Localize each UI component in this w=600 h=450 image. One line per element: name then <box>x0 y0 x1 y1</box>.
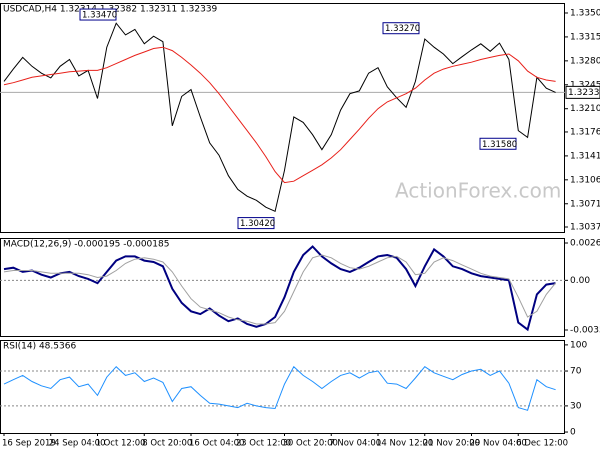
panel-title: RSI(14) 48.5366 <box>3 342 76 352</box>
y-tick-label: 30 <box>570 401 582 411</box>
series-line <box>3 22 556 213</box>
y-tick-label: -0.003526 <box>570 326 600 336</box>
panel-frame <box>0 3 565 233</box>
x-tick-label: 21 Nov 20:00 <box>423 439 480 449</box>
last-price-box <box>565 85 600 99</box>
x-tick-label: 1 Oct 12:00 <box>96 439 146 449</box>
series-line <box>3 365 556 411</box>
annotation-box <box>382 22 420 35</box>
series-line <box>3 254 556 325</box>
x-tick-label: 29 Nov 04:00 <box>470 439 527 449</box>
y-tick-label: 1.33150 <box>570 32 600 42</box>
x-tick-label: 16 Sep 2019 <box>2 439 56 449</box>
y-tick-label: 1.30710 <box>570 199 600 209</box>
y-tick-label: 1.33500 <box>570 8 600 18</box>
x-tick-label: 6 Dec 12:00 <box>516 439 568 449</box>
annotation-label: 1.31580 <box>482 140 517 150</box>
y-tick-label: 0.00 <box>570 276 590 286</box>
y-tick-label: 1.31060 <box>570 175 600 185</box>
y-tick-label: 1.31410 <box>570 151 600 161</box>
last-price-label: 1.32339 <box>568 88 600 98</box>
watermark: ActionForex.com <box>395 179 561 203</box>
x-tick-label: 7 Nov 04:00 <box>329 439 381 449</box>
y-tick-label: 100 <box>570 340 587 350</box>
annotation-box <box>237 217 275 230</box>
y-tick-label: 0.002652 <box>570 238 600 248</box>
x-tick-label: 24 Sep 04:00 <box>49 439 106 449</box>
panel-title: MACD(12,26,9) -0.000195 -0.000185 <box>3 240 169 250</box>
series-line <box>3 245 556 332</box>
annotation-box <box>79 8 117 21</box>
y-tick-label: 1.32800 <box>570 56 600 66</box>
x-tick-label: 14 Nov 12:00 <box>376 439 433 449</box>
y-tick-label: 1.31760 <box>570 127 600 137</box>
y-tick-label: 70 <box>570 367 582 377</box>
x-tick-label: 30 Oct 20:00 <box>283 439 338 449</box>
x-tick-label: 23 Oct 12:00 <box>236 439 291 449</box>
annotation-box <box>479 137 517 150</box>
x-tick-label: 8 Oct 20:00 <box>142 439 192 449</box>
y-tick-label: 0 <box>570 428 576 438</box>
annotation-label: 1.30420 <box>240 219 275 229</box>
y-tick-label: 1.32100 <box>570 104 600 114</box>
y-tick-label: 1.32450 <box>570 80 600 90</box>
x-tick-label: 16 Oct 04:00 <box>189 439 244 449</box>
y-tick-label: 1.30370 <box>570 223 600 233</box>
series-line <box>3 46 556 184</box>
annotation-label: 1.33470 <box>82 11 117 21</box>
panel-frame <box>0 340 565 434</box>
panel-frame <box>0 238 565 337</box>
annotation-label: 1.33270 <box>385 24 420 34</box>
